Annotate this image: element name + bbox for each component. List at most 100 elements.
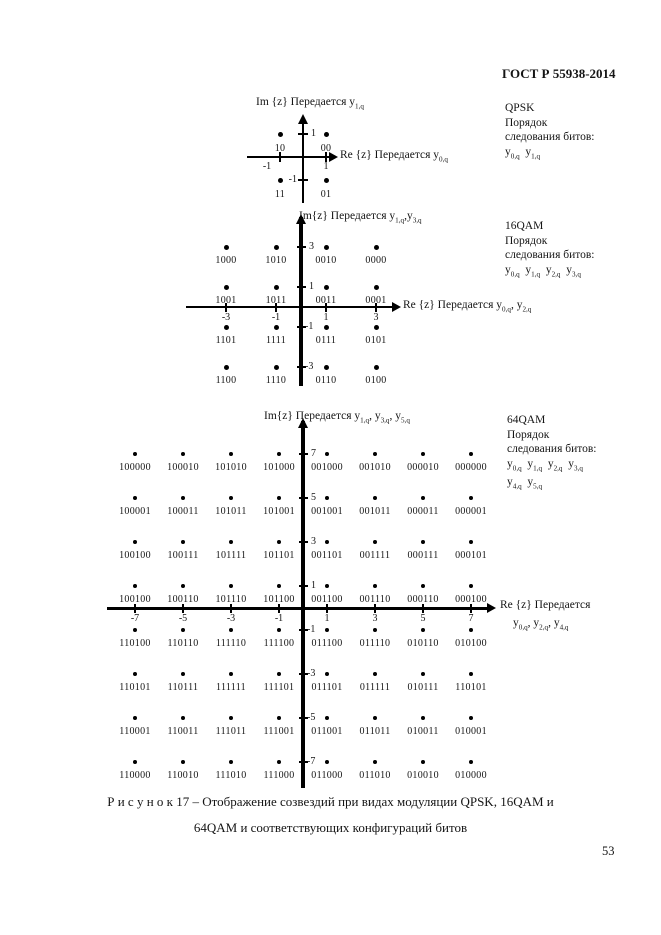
constellation-point-label: 110101 [455,682,487,693]
constellation-dot [469,540,473,544]
constellation-dot [181,496,185,500]
y-axis-arrow-icon [296,214,306,224]
constellation-point-label: 100010 [167,462,199,473]
constellation-dot [277,672,281,676]
constellation-dot [373,364,379,370]
qam16-legend-line: следования битов: [505,249,595,261]
y-tick [298,453,308,455]
qpsk-re-axis-label: Re {z} Передается y0,q [340,149,448,164]
constellation-dot [273,324,279,330]
constellation-dot [181,452,185,456]
y-tick [298,541,308,543]
y-axis [301,421,305,788]
figure-caption-line1: Р и с у н о к 17 – Отображение созвездий… [107,794,554,809]
x-axis-arrow-icon [487,603,496,613]
qpsk-legend-line: Порядок [505,116,548,129]
page-number: 53 [602,844,615,858]
constellation-point-label: 101000 [263,462,295,473]
constellation-dot [181,672,185,676]
constellation-point-label: 101001 [263,506,295,517]
x-tick [325,152,327,162]
constellation-point-label: 111010 [215,770,247,781]
constellation-dot [373,540,377,544]
qpsk-legend-title: QPSK [505,102,535,114]
constellation-dot [223,284,229,290]
qpsk-legend-line: следования битов: [505,131,595,143]
constellation-dot [229,452,233,456]
constellation-point-label: 1110 [265,374,287,386]
constellation-point-label: 101111 [215,550,247,561]
x-tick [225,302,227,312]
y-tick [298,717,308,719]
qpsk-legend-bits: y0,q y1,q [505,145,541,160]
qam16-legend: 16QAM Порядок следования битов: y0,q y1,… [505,219,595,281]
x-tick [470,603,472,613]
constellation-dot [373,452,377,456]
constellation-point-label: 001111 [359,550,391,561]
constellation-dot [223,244,229,250]
constellation-dot [273,284,279,290]
figure-caption-line2: 64QAM и соответствующих конфигураций бит… [193,820,468,835]
constellation-point-label: 010110 [407,638,439,649]
constellation-point-label: 010010 [407,770,439,781]
constellation-dot [469,716,473,720]
constellation-point-label: 011100 [311,638,343,649]
constellation-dot [181,760,185,764]
constellation-dot [373,628,377,632]
x-tick [278,603,280,613]
constellation-dot [373,324,379,330]
constellation-dot [373,284,379,290]
constellation-dot [325,628,329,632]
constellation-dot [325,496,329,500]
constellation-dot [469,452,473,456]
constellation-point-label: 111111 [216,682,246,693]
y-tick [298,585,308,587]
constellation-point-label: 001011 [359,506,391,517]
constellation-point-label: 010011 [407,726,439,737]
x-axis-arrow-icon [392,302,401,312]
constellation-point-label: 1101 [215,334,237,346]
constellation-dot [133,760,137,764]
constellation-dot [373,496,377,500]
y-axis-arrow-icon [298,418,308,428]
constellation-point-label: 110001 [119,726,151,737]
constellation-dot [469,496,473,500]
constellation-dot [277,177,283,183]
x-tick-label: -3 [226,612,236,624]
x-tick [230,603,232,613]
constellation-dot [229,540,233,544]
constellation-point-label: 010001 [455,726,487,737]
constellation-dot [469,760,473,764]
y-tick [296,326,306,328]
constellation-point-label: 110011 [167,726,199,737]
constellation-point-label: 010100 [455,638,487,649]
constellation-point-label: 101011 [215,506,247,517]
constellation-point-label: 0011 [315,294,337,306]
qpsk-legend: QPSK Порядок следования битов: y0,q y1,q [505,101,595,163]
constellation-point-label: 01 [320,188,332,200]
qam64-re-axis-label-line2: y0,q, y2,q, y4,q [513,617,569,632]
constellation-point-label: 110111 [167,682,199,693]
qam64-legend-title: 64QAM [507,414,546,426]
constellation-point-label: 000000 [455,462,487,473]
constellation-point-label: 111000 [263,770,295,781]
x-tick [326,603,328,613]
document-header: ГОСТ Р 55938-2014 [502,66,616,81]
y-tick-label: 1 [309,281,314,292]
constellation-point-label: 1000 [215,254,237,266]
constellation-point-label: 000001 [455,506,487,517]
constellation-dot [229,628,233,632]
constellation-dot [325,672,329,676]
constellation-point-label: 1010 [265,254,287,266]
y-tick [298,179,308,181]
y-tick-label: -3 [307,668,316,679]
constellation-point-label: 0110 [315,374,337,386]
constellation-dot [421,716,425,720]
constellation-dot [277,584,281,588]
constellation-dot [323,244,329,250]
x-tick-label: -1 [274,612,284,624]
constellation-dot [277,540,281,544]
constellation-point-label: 001010 [359,462,391,473]
y-tick-label: 7 [311,448,316,459]
